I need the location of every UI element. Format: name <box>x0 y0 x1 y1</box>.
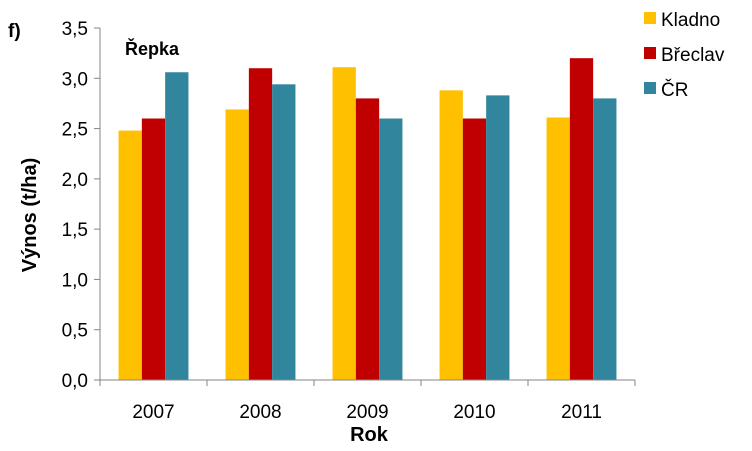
bar-kladno-2010 <box>439 90 463 380</box>
x-tick-label: 2011 <box>561 402 602 423</box>
x-axis-title: Rok <box>350 424 389 446</box>
bar-břeclav-2010 <box>462 118 487 380</box>
x-tick-label: 2008 <box>239 402 281 423</box>
y-axis: 0,0 0,5 1,0 1,5 2,0 2,5 3,0 3,5 <box>62 19 101 392</box>
legend: Kladno Břeclav ČR <box>644 10 725 101</box>
y-tick-label: 2,5 <box>62 120 88 141</box>
bar-kladno-2011 <box>546 117 570 380</box>
legend-swatch-čr <box>644 82 656 94</box>
legend-swatch-kladno <box>644 12 656 24</box>
panel-label: f) <box>8 21 21 42</box>
legend-swatch-břeclav <box>644 47 656 59</box>
x-axis: 2007 2008 2009 2010 2011 <box>99 379 636 423</box>
bar-čr-2010 <box>486 95 510 380</box>
bar-čr-2011 <box>593 98 617 381</box>
bar-čr-2007 <box>165 72 189 380</box>
bar-břeclav-2007 <box>141 118 166 380</box>
bar-břeclav-2011 <box>569 58 594 381</box>
legend-label-čr: ČR <box>661 79 688 101</box>
y-tick-label: 0,5 <box>62 321 88 342</box>
chart-title: Řepka <box>125 38 180 59</box>
x-tick-label: 2007 <box>132 402 174 423</box>
y-tick-label: 1,0 <box>62 270 88 291</box>
bar-břeclav-2009 <box>355 98 380 381</box>
legend-label-břeclav: Břeclav <box>661 45 725 66</box>
x-tick-label: 2010 <box>453 402 495 423</box>
x-tick-label: 2009 <box>346 402 388 423</box>
bar-čr-2008 <box>272 84 296 380</box>
bar-kladno-2009 <box>332 67 356 380</box>
legend-label-kladno: Kladno <box>661 10 720 31</box>
plot-area <box>118 58 617 381</box>
y-axis-title: Výnos (t/ha) <box>19 158 41 272</box>
y-tick-label: 1,5 <box>62 220 88 241</box>
bar-čr-2009 <box>379 118 403 380</box>
bar-břeclav-2008 <box>248 68 273 380</box>
bar-kladno-2007 <box>118 130 142 380</box>
y-tick-label: 3,5 <box>62 19 88 40</box>
y-tick-label: 2,0 <box>62 170 88 191</box>
y-tick-label: 3,0 <box>62 69 88 90</box>
bar-kladno-2008 <box>225 109 249 381</box>
y-tick-label: 0,0 <box>62 371 88 392</box>
